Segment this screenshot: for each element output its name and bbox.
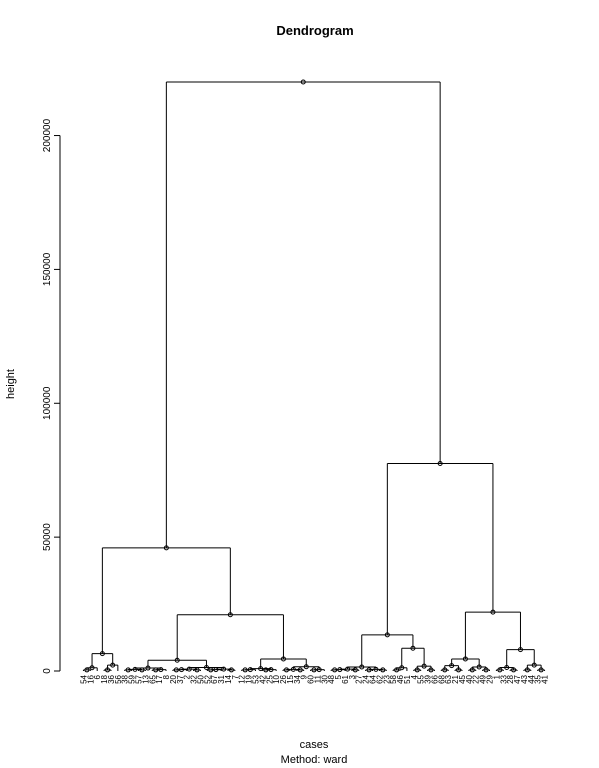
leaf-label: 50 [196,674,205,683]
leaf-label: 55 [417,674,426,683]
leaf-label: 41 [541,674,550,683]
leaf-label: 47 [513,674,522,683]
leaf-label: 61 [341,674,350,683]
leaf-label: 44 [527,674,536,683]
merge-node [125,667,131,673]
merge-node [300,79,306,85]
x-axis-label: cases [300,739,329,751]
leaf-label: 18 [100,674,109,683]
leaf-label: 45 [458,674,467,683]
merge-node [247,667,253,673]
leaf-label: 22 [472,674,481,683]
leaf-label: 28 [506,674,515,683]
leaf-label: 51 [403,674,412,683]
merge-node [380,667,386,673]
leaf-label: 24 [362,674,371,683]
y-tick-label: 50000 [42,523,53,551]
leaf-label: 14 [224,674,233,683]
merge-node [283,667,289,673]
leaf-label: 21 [451,674,460,683]
leaf-label: 56 [114,674,123,683]
y-tick-label: 200000 [42,118,53,152]
dendrogram-tree [82,79,546,673]
leaf-label: 19 [245,674,254,683]
y-tick-label: 150000 [42,252,53,286]
leaf-label: 58 [389,674,398,683]
merge-node [228,667,234,673]
merge-node [297,667,303,673]
merge-node [352,667,358,673]
leaf-label: 66 [430,674,439,683]
merge-node [337,667,343,673]
y-axis-label: height [5,369,17,399]
leaf-label: 35 [534,674,543,683]
leaf-label: 67 [210,674,219,683]
leaf-label: 59 [128,674,137,683]
chart-title: Dendrogram [276,23,353,38]
leaf-label: 46 [396,674,405,683]
leaf-label: 27 [355,674,364,683]
leaf-label: 48 [327,674,336,683]
merge-node [366,667,372,673]
leaf-label: 7 [231,674,240,679]
leaf-label: 25 [265,674,274,683]
leaf-label: 30 [320,674,329,683]
leaf-label: 40 [465,674,474,683]
leaf-label: 13 [141,674,150,683]
leaf-label: 29 [486,674,495,683]
leaf-label: 26 [279,674,288,683]
leaf-label: 57 [135,674,144,683]
leaf-label: 9 [300,674,309,679]
leaf-label: 49 [479,674,488,683]
leaf-label: 60 [307,674,316,683]
leaf-label: 31 [217,674,226,683]
y-tick-label: 100000 [42,386,53,420]
leaf-label: 38 [121,674,130,683]
leaf-label: 20 [169,674,178,683]
leaf-label: 8 [162,674,171,679]
leaf-label: 1 [492,674,501,679]
leaf-label: 3 [348,674,357,679]
leaf-label: 16 [86,674,95,683]
leaf-label: 32 [190,674,199,683]
leaf-label: 37 [176,674,185,683]
leaf-label: 36 [107,674,116,683]
leaf-label: 33 [499,674,508,683]
leaf-label: 34 [293,674,302,683]
leaf-label: 39 [424,674,433,683]
leaf-label: 53 [252,674,261,683]
leaf-label: 12 [238,674,247,683]
leaf-label: 64 [369,674,378,683]
leaf-label: 54 [79,674,88,683]
y-axis: 0 50000 100000 150000 200000 [42,118,61,674]
leaf-label: 68 [437,674,446,683]
leaf-label: 42 [258,674,267,683]
leaf-label: 65 [148,674,157,683]
leaf-label: 2 [183,674,192,679]
merge-node [268,667,274,673]
leaf-label: 62 [375,674,384,683]
leaf-label: 15 [286,674,295,683]
leaf-label: 5 [334,674,343,679]
leaf-label: 11 [313,674,322,683]
leaf-label: 4 [410,674,419,679]
leaf-label: 52 [203,674,212,683]
leaf-label: 23 [382,674,391,683]
leaf-label: 10 [272,674,281,683]
leaf-label: 43 [520,674,529,683]
method-label: Method: ward [281,754,348,766]
y-tick-label: 0 [42,668,53,674]
merge-node [179,667,185,673]
leaf-label: 17 [155,674,164,683]
leaf-label: 6 [93,674,102,679]
leaf-labels: 5416618365638595713651782037232505267311… [79,674,549,683]
merge-node [132,666,138,672]
leaf-label: 63 [444,674,453,683]
